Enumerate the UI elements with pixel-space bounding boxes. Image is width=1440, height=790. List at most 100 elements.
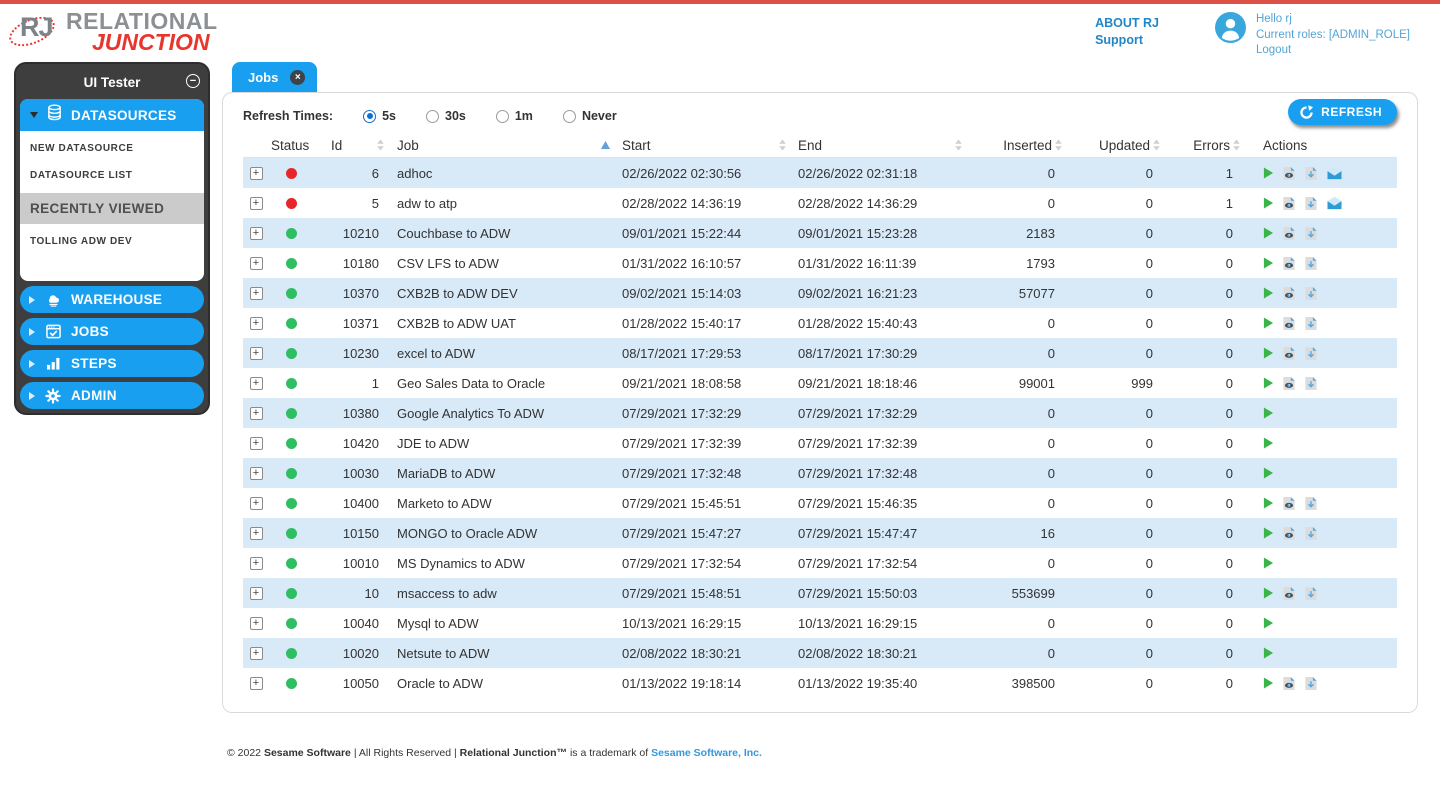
download-log-icon[interactable] — [1304, 226, 1318, 241]
column-header-inserted[interactable]: Inserted — [965, 133, 1063, 157]
expand-row-button[interactable]: + — [249, 406, 263, 420]
admin-gear-icon — [44, 387, 62, 404]
expand-cell: + — [243, 676, 269, 690]
job-inserted-count: 0 — [1047, 195, 1055, 211]
expand-row-button[interactable]: + — [249, 496, 263, 510]
view-log-icon[interactable] — [1282, 376, 1296, 391]
sidebar-item-datasource-list[interactable]: DATASOURCE LIST — [30, 170, 133, 181]
expand-row-button[interactable]: + — [249, 436, 263, 450]
download-log-icon[interactable] — [1304, 586, 1318, 601]
column-header-updated[interactable]: Updated — [1063, 133, 1161, 157]
view-log-icon[interactable] — [1282, 676, 1296, 691]
expand-row-button[interactable]: + — [249, 226, 263, 240]
column-header-errors[interactable]: Errors — [1161, 133, 1241, 157]
run-icon[interactable] — [1263, 527, 1274, 539]
run-icon[interactable] — [1263, 617, 1274, 629]
sidebar-item-warehouse[interactable]: WAREHOUSE — [20, 286, 204, 313]
run-icon[interactable] — [1263, 227, 1274, 239]
column-header-end[interactable]: End — [789, 133, 965, 157]
logout-link[interactable]: Logout — [1255, 44, 1292, 57]
run-icon[interactable] — [1263, 317, 1274, 329]
support-link[interactable]: Support — [1095, 32, 1143, 47]
view-log-icon[interactable] — [1282, 496, 1296, 511]
run-icon[interactable] — [1263, 677, 1274, 689]
email-icon[interactable] — [1326, 196, 1343, 210]
expand-row-button[interactable]: + — [249, 646, 263, 660]
sidebar-item-datasources[interactable]: DATASOURCES — [20, 99, 204, 131]
download-log-icon[interactable] — [1304, 676, 1318, 691]
view-log-icon[interactable] — [1282, 196, 1296, 211]
expand-row-button[interactable]: + — [249, 676, 263, 690]
download-log-icon[interactable] — [1304, 166, 1318, 181]
run-icon[interactable] — [1263, 347, 1274, 359]
expand-row-button[interactable]: + — [249, 256, 263, 270]
tab-jobs[interactable]: Jobs × — [232, 62, 318, 92]
run-icon[interactable] — [1263, 467, 1274, 479]
view-log-icon[interactable] — [1282, 256, 1296, 271]
download-log-icon[interactable] — [1304, 346, 1318, 361]
expand-row-button[interactable]: + — [249, 196, 263, 210]
view-log-icon[interactable] — [1282, 286, 1296, 301]
download-log-icon[interactable] — [1304, 526, 1318, 541]
run-icon[interactable] — [1263, 437, 1274, 449]
expand-row-button[interactable]: + — [249, 346, 263, 360]
download-log-icon[interactable] — [1304, 286, 1318, 301]
job-end-time: 10/13/2021 16:29:15 — [798, 615, 918, 631]
refresh-option-5s[interactable]: 5s — [363, 109, 396, 123]
run-icon[interactable] — [1263, 167, 1274, 179]
refresh-option-1m[interactable]: 1m — [495, 109, 533, 123]
download-log-icon[interactable] — [1304, 256, 1318, 271]
refresh-option-never[interactable]: Never — [562, 109, 617, 123]
expand-row-button[interactable]: + — [249, 466, 263, 480]
refresh-option-label: Never — [581, 109, 617, 123]
expand-row-button[interactable]: + — [249, 556, 263, 570]
expand-row-button[interactable]: + — [249, 286, 263, 300]
download-log-icon[interactable] — [1304, 496, 1318, 511]
run-icon[interactable] — [1263, 287, 1274, 299]
sort-toggle-icon — [1153, 139, 1160, 151]
expand-row-button[interactable]: + — [249, 166, 263, 180]
run-icon[interactable] — [1263, 377, 1274, 389]
run-icon[interactable] — [1263, 197, 1274, 209]
run-icon[interactable] — [1263, 407, 1274, 419]
sidebar-item-jobs[interactable]: JOBS — [20, 318, 204, 345]
download-log-icon[interactable] — [1304, 316, 1318, 331]
download-log-icon[interactable] — [1304, 196, 1318, 211]
view-log-icon[interactable] — [1282, 226, 1296, 241]
refresh-option-30s[interactable]: 30s — [426, 109, 466, 123]
expand-row-button[interactable]: + — [249, 526, 263, 540]
view-log-icon[interactable] — [1282, 346, 1296, 361]
run-icon[interactable] — [1263, 587, 1274, 599]
run-icon[interactable] — [1263, 257, 1274, 269]
expand-row-button[interactable]: + — [249, 616, 263, 630]
job-id: 10040 — [342, 615, 379, 631]
sidebar-item-tolling-adw-dev[interactable]: TOLLING ADW DEV — [30, 236, 133, 247]
about-rj-link[interactable]: ABOUT RJ — [1095, 16, 1159, 30]
email-icon[interactable] — [1326, 166, 1343, 180]
sidebar-collapse-button[interactable]: − — [186, 74, 200, 88]
job-start-time: 07/29/2021 17:32:48 — [622, 465, 742, 481]
close-tab-icon[interactable]: × — [290, 69, 306, 85]
column-header-job[interactable]: Job — [387, 133, 613, 157]
download-log-icon[interactable] — [1304, 376, 1318, 391]
expand-row-button[interactable]: + — [249, 316, 263, 330]
footer-company-link[interactable]: Sesame Software, Inc. — [651, 747, 762, 759]
footer-prefix: © 2022 — [227, 747, 262, 759]
footer-separator: | All Rights Reserved | — [353, 747, 457, 759]
view-log-icon[interactable] — [1282, 526, 1296, 541]
sidebar-item-new-datasource[interactable]: NEW DATASOURCE — [30, 143, 134, 154]
view-log-icon[interactable] — [1282, 586, 1296, 601]
view-log-icon[interactable] — [1282, 316, 1296, 331]
run-icon[interactable] — [1263, 557, 1274, 569]
run-icon[interactable] — [1263, 497, 1274, 509]
column-header-start[interactable]: Start — [613, 133, 789, 157]
expand-row-button[interactable]: + — [249, 586, 263, 600]
sidebar-item-steps[interactable]: STEPS — [20, 350, 204, 377]
refresh-button[interactable]: REFRESH — [1288, 99, 1397, 125]
run-icon[interactable] — [1263, 647, 1274, 659]
view-log-icon[interactable] — [1282, 166, 1296, 181]
sidebar-item-admin[interactable]: ADMIN — [20, 382, 204, 409]
sidebar-item-recently-viewed[interactable]: RECENTLY VIEWED — [20, 193, 204, 224]
column-header-id[interactable]: Id — [313, 133, 387, 157]
expand-row-button[interactable]: + — [249, 376, 263, 390]
